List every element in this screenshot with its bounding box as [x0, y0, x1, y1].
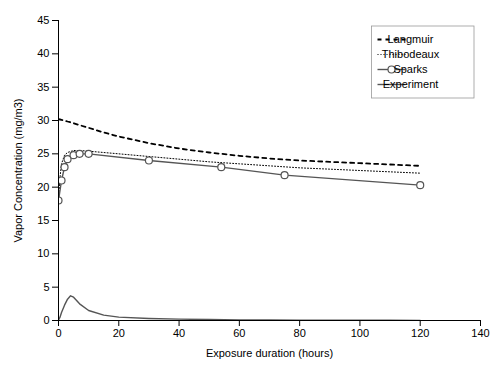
svg-text:20: 20 [113, 327, 125, 339]
svg-text:40: 40 [173, 327, 185, 339]
svg-text:Langmuir: Langmuir [388, 33, 434, 45]
svg-text:10: 10 [37, 247, 49, 259]
svg-text:45: 45 [37, 14, 49, 26]
svg-text:0: 0 [43, 314, 49, 326]
svg-text:0: 0 [55, 327, 61, 339]
svg-text:5: 5 [43, 281, 49, 293]
svg-text:20: 20 [37, 181, 49, 193]
svg-text:60: 60 [233, 327, 245, 339]
svg-text:Sparks: Sparks [393, 63, 428, 75]
svg-text:Vapor Concentration (mg/m3): Vapor Concentration (mg/m3) [12, 98, 24, 242]
svg-text:Thibodeaux: Thibodeaux [382, 48, 440, 60]
svg-text:30: 30 [37, 114, 49, 126]
svg-text:Experiment: Experiment [383, 78, 439, 90]
svg-text:Exposure duration (hours): Exposure duration (hours) [206, 347, 333, 359]
svg-text:15: 15 [37, 214, 49, 226]
svg-text:25: 25 [37, 147, 49, 159]
svg-text:35: 35 [37, 81, 49, 93]
svg-text:140: 140 [471, 327, 489, 339]
svg-text:120: 120 [411, 327, 429, 339]
svg-text:100: 100 [351, 327, 369, 339]
svg-text:40: 40 [37, 47, 49, 59]
svg-text:80: 80 [294, 327, 306, 339]
